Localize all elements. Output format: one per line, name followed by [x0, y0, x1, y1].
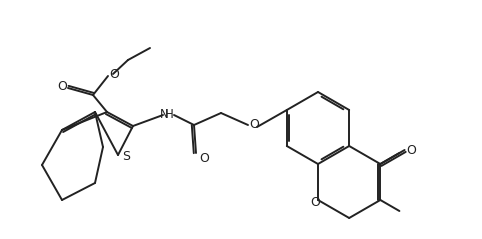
Text: O: O: [249, 119, 259, 131]
Text: S: S: [122, 151, 130, 163]
Text: O: O: [310, 196, 320, 210]
Text: H: H: [165, 108, 174, 120]
Text: O: O: [199, 152, 209, 164]
Text: O: O: [407, 143, 416, 157]
Text: O: O: [109, 69, 119, 81]
Text: O: O: [57, 81, 67, 93]
Text: N: N: [160, 108, 168, 120]
